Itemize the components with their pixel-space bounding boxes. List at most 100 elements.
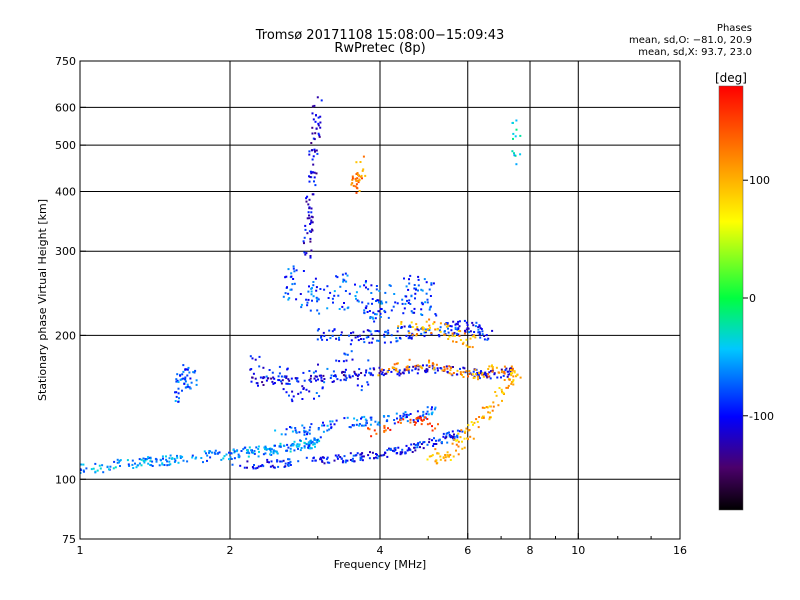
data-point (392, 305, 395, 308)
data-point (319, 126, 322, 129)
data-point (237, 453, 240, 456)
data-point (307, 211, 310, 214)
data-point (314, 375, 317, 378)
data-point (254, 358, 257, 361)
data-point (489, 377, 492, 380)
data-point (143, 461, 146, 464)
data-point (233, 451, 236, 454)
data-point (442, 456, 445, 459)
data-point (458, 335, 461, 337)
data-point (173, 461, 176, 463)
data-point (456, 429, 459, 432)
data-point (96, 469, 99, 472)
data-point (443, 366, 446, 368)
data-point (278, 365, 281, 368)
data-point (308, 217, 311, 220)
data-point (436, 367, 439, 370)
data-point (285, 428, 288, 431)
data-point (478, 416, 481, 418)
data-point (282, 295, 285, 298)
data-point (492, 401, 495, 404)
data-point (243, 466, 246, 469)
data-point (465, 344, 468, 347)
data-point (147, 456, 150, 459)
data-point (288, 383, 291, 385)
data-point (354, 336, 357, 339)
data-point (459, 339, 462, 341)
data-point (497, 404, 500, 407)
data-point (206, 459, 208, 462)
data-point (184, 368, 187, 371)
data-point (322, 430, 325, 433)
data-point (475, 321, 478, 324)
data-point (426, 410, 429, 413)
data-point (99, 467, 102, 470)
chart-subtitle: RwPretec (8p) (334, 41, 426, 56)
data-point (476, 371, 479, 374)
data-point (374, 317, 377, 320)
data-point (264, 452, 267, 455)
data-point (231, 463, 234, 466)
data-point (336, 457, 339, 460)
data-point (426, 418, 429, 420)
data-point (510, 374, 513, 377)
data-point (444, 456, 447, 459)
data-point (393, 422, 396, 425)
data-point (353, 424, 355, 427)
data-point (407, 288, 410, 291)
y-tick-label: 750 (55, 55, 76, 68)
data-point (408, 299, 411, 302)
data-point (368, 428, 371, 431)
data-point (297, 392, 300, 395)
data-point (425, 292, 428, 295)
y-tick-label: 200 (55, 329, 76, 342)
data-point (457, 440, 460, 443)
data-point (279, 442, 282, 445)
data-point (474, 336, 477, 339)
data-point (393, 363, 396, 366)
data-point (413, 423, 416, 426)
data-point (395, 362, 398, 365)
data-point (444, 459, 447, 462)
data-point (278, 445, 281, 448)
data-point (426, 301, 429, 304)
data-point (369, 330, 372, 333)
data-point (307, 442, 310, 445)
data-point (349, 459, 352, 461)
data-point (364, 424, 367, 427)
data-point (367, 302, 370, 305)
data-point (294, 429, 297, 432)
data-point (278, 379, 281, 382)
data-point (314, 277, 317, 280)
data-point (354, 295, 357, 297)
data-point (289, 288, 292, 291)
data-point (414, 444, 417, 446)
data-point (506, 370, 509, 373)
data-point (169, 454, 172, 457)
data-point (317, 116, 320, 119)
data-point (163, 464, 166, 466)
data-point (380, 302, 383, 305)
data-point (318, 395, 321, 398)
data-point (289, 464, 292, 466)
data-point (138, 462, 141, 465)
data-point (276, 459, 279, 462)
data-point (500, 376, 502, 379)
data-point (313, 171, 316, 174)
data-point (313, 438, 316, 441)
data-point (448, 433, 451, 436)
data-point (317, 427, 320, 429)
data-point (428, 308, 431, 311)
data-point (270, 377, 273, 380)
data-point (233, 450, 236, 453)
data-point (427, 328, 429, 331)
data-point (345, 377, 348, 380)
data-point (379, 312, 382, 315)
data-point (317, 132, 320, 135)
data-point (370, 284, 373, 287)
data-point (288, 458, 291, 461)
data-point (303, 431, 306, 434)
data-point (320, 336, 322, 339)
data-point (483, 407, 486, 409)
data-point (292, 278, 295, 280)
